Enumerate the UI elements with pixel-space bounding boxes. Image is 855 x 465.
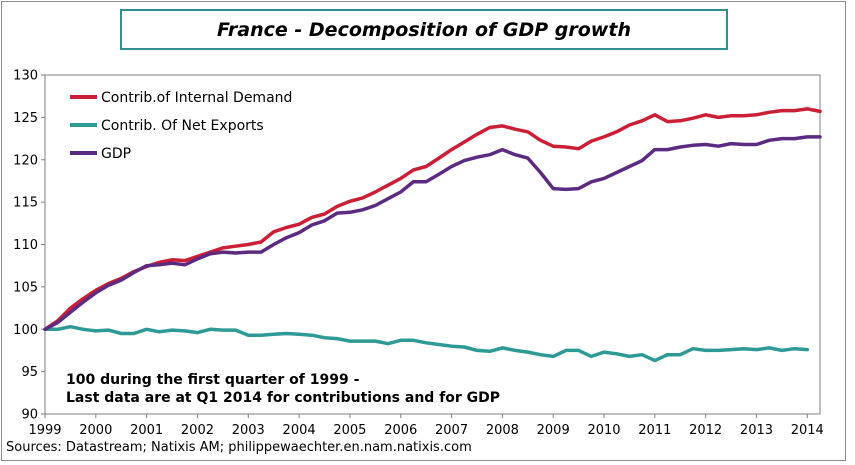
y-tick-label: 90 xyxy=(21,408,38,423)
series-lines xyxy=(43,107,822,363)
x-tick-label: 2009 xyxy=(537,423,570,438)
legend-label-3: GDP xyxy=(101,146,131,162)
chart-title-box: France - Decomposition of GDP growth xyxy=(120,9,728,50)
x-tick-label: 2004 xyxy=(283,423,316,438)
x-tick-label: 2001 xyxy=(130,423,163,438)
chart-title: France - Decomposition of GDP growth xyxy=(217,18,631,41)
plot-area-border xyxy=(44,74,821,415)
series-line-1 xyxy=(43,107,822,332)
x-tick-label: 2008 xyxy=(486,423,519,438)
x-tick-label: 2002 xyxy=(181,423,214,438)
source-note: Sources: Datastream; Natixis AM; philipp… xyxy=(6,440,472,455)
x-tick-label: 2003 xyxy=(232,423,265,438)
x-tick-label: 2005 xyxy=(333,423,366,438)
legend-label-1: Contrib.of Internal Demand xyxy=(101,90,292,106)
y-tick-label: 115 xyxy=(13,196,38,211)
x-tick-label: 2013 xyxy=(740,423,773,438)
y-tick-label: 110 xyxy=(13,238,38,253)
x-tick-label: 2000 xyxy=(79,423,112,438)
annotation-line-2: Last data are at Q1 2014 for contributio… xyxy=(66,390,500,406)
y-axis-ticks: 90 95 100 105 110 115 120 125 130 xyxy=(13,69,45,423)
y-tick-label: 120 xyxy=(13,153,38,168)
x-tick-label: 2012 xyxy=(689,423,722,438)
x-tick-label: 1999 xyxy=(28,423,61,438)
x-tick-label: 2014 xyxy=(791,423,824,438)
series-line-3 xyxy=(43,135,822,332)
x-tick-label: 2006 xyxy=(384,423,417,438)
series-line-2 xyxy=(43,324,810,363)
x-tick-label: 2010 xyxy=(587,423,620,438)
x-axis-ticks: 1999 2000 2001 2002 2003 2004 2005 2006 2007 2008… xyxy=(28,414,824,438)
legend-label-2: Contrib. Of Net Exports xyxy=(101,118,264,134)
y-tick-label: 105 xyxy=(13,280,38,295)
y-tick-label: 100 xyxy=(13,323,38,338)
annotation-line-1: 100 during the first quarter of 1999 - xyxy=(66,372,360,388)
chart-frame xyxy=(1,1,846,461)
x-tick-label: 2007 xyxy=(435,423,468,438)
legend: Contrib.of Internal Demand Contrib. Of Ne… xyxy=(70,90,292,162)
y-tick-label: 95 xyxy=(21,365,38,380)
y-tick-label: 125 xyxy=(13,111,38,126)
y-tick-label: 130 xyxy=(13,69,38,84)
x-tick-label: 2011 xyxy=(638,423,671,438)
